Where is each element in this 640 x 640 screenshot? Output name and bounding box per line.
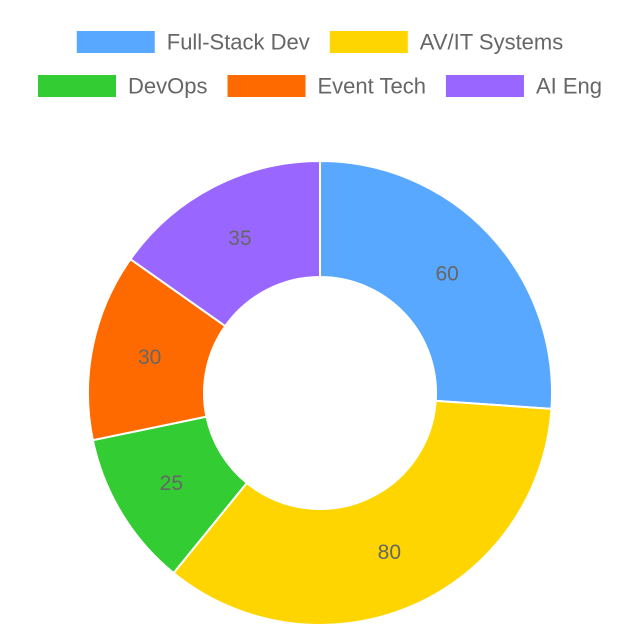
value-label-full-stack-dev: 60 [435, 263, 458, 286]
value-labels: 60 80 25 30 35 [138, 227, 459, 564]
slice-av-it-systems[interactable] [172, 399, 553, 626]
legend-item-ai-eng[interactable]: AI Eng [445, 74, 602, 99]
legend-swatch [38, 75, 117, 97]
legend-item-event-tech[interactable]: Event Tech [227, 74, 426, 99]
legend-item-devops[interactable]: DevOps [38, 74, 207, 99]
legend-label: Full-Stack Dev [167, 30, 310, 55]
legend-swatch [445, 75, 524, 97]
legend-label: AV/IT Systems [420, 30, 563, 55]
value-label-ai-eng: 35 [228, 227, 251, 250]
legend-label: DevOps [128, 74, 207, 99]
legend-item-av-it-systems[interactable]: AV/IT Systems [329, 30, 563, 55]
slice-ai-eng[interactable] [129, 160, 321, 328]
legend: Full-Stack Dev AV/IT Systems DevOps Event T… [38, 30, 602, 99]
value-label-av-it-systems: 80 [378, 541, 401, 564]
legend-label: Event Tech [317, 74, 425, 99]
value-label-devops: 25 [160, 472, 183, 495]
slices [87, 160, 553, 626]
value-label-event-tech: 30 [138, 346, 161, 369]
legend-swatch [329, 31, 408, 53]
legend-label: AI Eng [536, 74, 602, 99]
legend-swatch [76, 31, 155, 53]
legend-swatch [227, 75, 306, 97]
legend-item-full-stack-dev[interactable]: Full-Stack Dev [76, 30, 310, 55]
slice-full-stack-dev[interactable] [319, 160, 553, 410]
